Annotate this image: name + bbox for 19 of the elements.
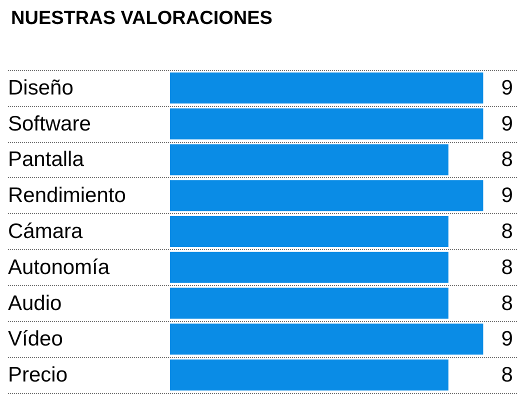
data-label: 8 bbox=[501, 256, 513, 279]
y-tick-label: Audio bbox=[8, 292, 62, 315]
y-tick-label: Precio bbox=[8, 364, 68, 387]
data-label: 8 bbox=[501, 292, 513, 315]
chart-title: NUESTRAS VALORACIONES bbox=[11, 8, 272, 29]
y-tick-label: Software bbox=[8, 112, 91, 136]
y-tick-label: Cámara bbox=[8, 220, 84, 243]
y-tick-label: Rendimiento bbox=[8, 184, 126, 208]
y-tick-label: Vídeo bbox=[8, 328, 63, 351]
y-tick-label: Autonomía bbox=[8, 256, 110, 279]
y-tick-label: Diseño bbox=[8, 76, 74, 100]
data-label: 9 bbox=[501, 184, 513, 208]
data-label: 8 bbox=[501, 220, 513, 243]
data-label: 8 bbox=[501, 148, 513, 172]
data-label: 9 bbox=[501, 76, 513, 100]
data-label: 9 bbox=[501, 328, 513, 351]
data-label: 8 bbox=[501, 364, 513, 387]
data-label: 9 bbox=[501, 112, 513, 136]
y-tick-label: Pantalla bbox=[8, 148, 84, 172]
